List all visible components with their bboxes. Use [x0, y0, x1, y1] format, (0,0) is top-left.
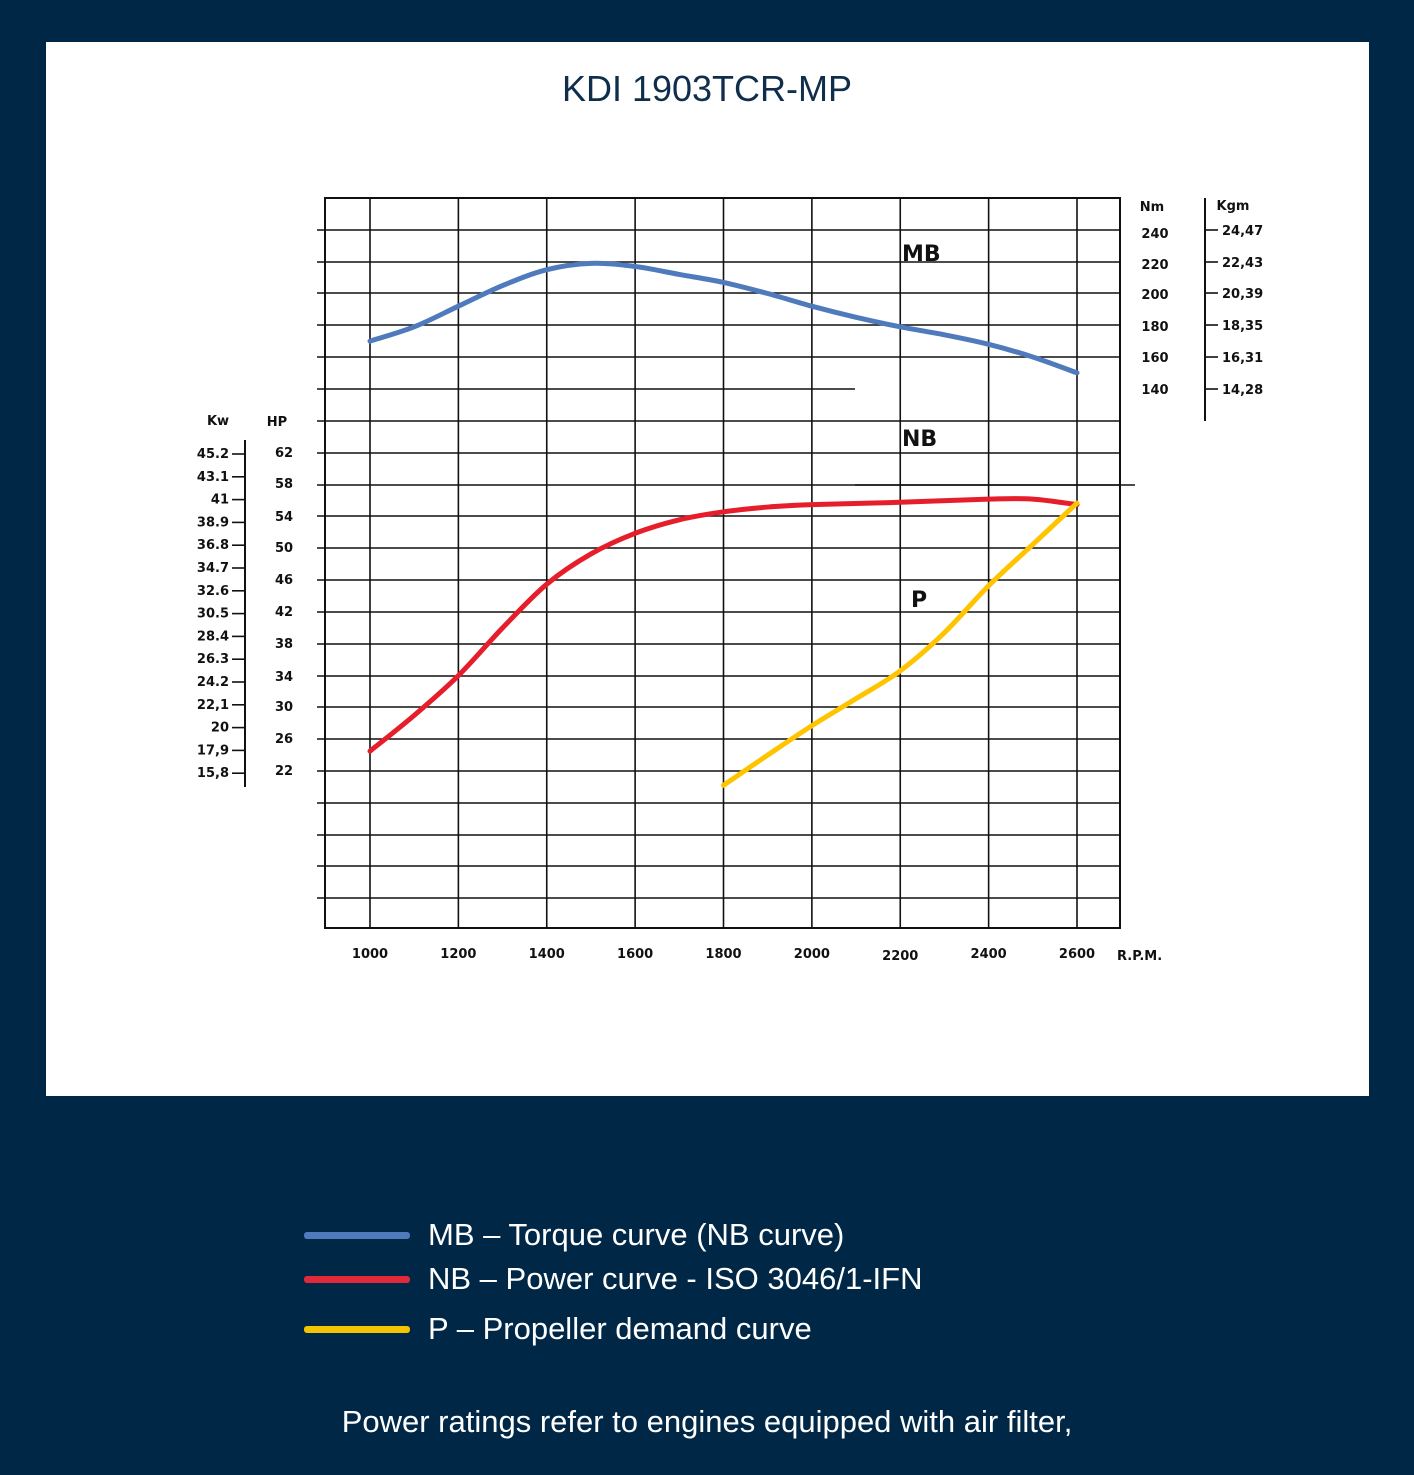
hp-tick-label: 62 [275, 446, 293, 461]
curve-label-nb: NB [902, 427, 937, 452]
nm-tick-label: 220 [1141, 258, 1168, 273]
series-line-p [721, 500, 1080, 788]
plot-frame [324, 197, 1121, 929]
kw-axis-label: Kw [207, 414, 229, 429]
chart-grid [317, 197, 1135, 929]
curve-label-p: P [911, 588, 927, 613]
x-tick-label: 1200 [440, 947, 476, 962]
kw-tick-label: 38.9 [197, 515, 229, 530]
nm-axis-label: Nm [1140, 200, 1164, 215]
kw-tick-label: 41 [211, 493, 229, 508]
kgm-tick-label: 16,31 [1222, 351, 1263, 366]
kgm-tick-label: 20,39 [1222, 287, 1263, 302]
legend-item-nb: NB – Power curve - ISO 3046/1-IFN [304, 1259, 922, 1299]
hp-tick-label: 38 [275, 637, 293, 652]
hp-tick-label: 58 [275, 477, 293, 492]
kw-tick-label: 32.6 [197, 584, 229, 599]
kw-tick-label: 22,1 [197, 698, 229, 713]
hp-tick-label: 46 [275, 573, 293, 588]
x-tick-label: 2200 [882, 949, 918, 964]
hp-tick-label: 50 [275, 541, 293, 556]
x-axis-unit-label: R.P.M. [1117, 949, 1162, 964]
legend-swatch-mb [304, 1231, 410, 1239]
chart-axes: 1000 1200 1400 1600 1800 2000 2200 2400 2600 R.P.… [197, 198, 1263, 964]
nm-tick-label: 240 [1141, 227, 1168, 242]
chart-series [367, 260, 1080, 788]
kw-tick-label: 17,9 [197, 743, 229, 758]
engine-performance-chart: 1000 1200 1400 1600 1800 2000 2200 2400 2600 R.P.… [197, 197, 1263, 964]
series-line-mb [367, 260, 1080, 376]
legend-label-nb: NB – Power curve - ISO 3046/1-IFN [428, 1261, 923, 1296]
nm-tick-label: 200 [1141, 288, 1168, 303]
hp-tick-label: 26 [275, 732, 293, 747]
kgm-tick-label: 18,35 [1222, 319, 1263, 334]
kgm-axis-label: Kgm [1217, 199, 1250, 214]
hp-tick-label: 54 [275, 510, 293, 525]
kw-tick-label: 34.7 [197, 561, 229, 576]
legend-swatch-nb [304, 1275, 410, 1283]
kw-tick-label: 24.2 [197, 675, 229, 690]
legend-label-mb: MB – Torque curve (NB curve) [428, 1217, 845, 1252]
chart-panel [46, 42, 1369, 1096]
x-tick-label: 1600 [617, 947, 653, 962]
hp-axis-label: HP [267, 415, 287, 430]
kw-tick-label: 28.4 [197, 629, 229, 644]
hp-tick-label: 34 [275, 670, 293, 685]
chart-labels: MB NB P [902, 242, 941, 613]
kw-tick-label: 20 [211, 721, 229, 736]
x-tick-label: 2600 [1059, 947, 1095, 962]
chart-title: KDI 1903TCR-MP [561, 68, 853, 109]
kgm-tick-label: 24,47 [1222, 224, 1263, 239]
nm-tick-label: 140 [1141, 383, 1168, 398]
legend-swatch-p [304, 1325, 410, 1333]
kw-tick-label: 30.5 [197, 607, 229, 622]
curve-label-mb: MB [902, 242, 941, 267]
kw-tick-label: 36.8 [197, 538, 229, 553]
kw-tick-label: 15,8 [197, 766, 229, 781]
legend-label-p: P – Propeller demand curve [428, 1311, 812, 1346]
kgm-tick-label: 22,43 [1222, 256, 1263, 271]
kw-tick-label: 45.2 [197, 447, 229, 462]
kw-tick-label: 26.3 [197, 652, 229, 667]
hp-tick-label: 42 [275, 605, 293, 620]
series-line-nb [367, 496, 1080, 754]
x-tick-label: 2000 [794, 947, 830, 962]
footnote: Power ratings refer to engines equipped … [341, 1404, 1073, 1439]
legend-item-mb: MB – Torque curve (NB curve) [304, 1215, 844, 1255]
nm-tick-label: 160 [1141, 351, 1168, 366]
kgm-tick-label: 14,28 [1222, 383, 1263, 398]
x-tick-label: 1000 [352, 947, 388, 962]
hp-tick-label: 22 [275, 764, 293, 779]
x-tick-label: 2400 [971, 947, 1007, 962]
kw-tick-label: 43.1 [197, 470, 229, 485]
nm-tick-label: 180 [1141, 320, 1168, 335]
legend-item-p: P – Propeller demand curve [304, 1309, 812, 1349]
x-tick-label: 1800 [705, 947, 741, 962]
hp-tick-label: 30 [275, 700, 293, 715]
x-tick-label: 1400 [529, 947, 565, 962]
